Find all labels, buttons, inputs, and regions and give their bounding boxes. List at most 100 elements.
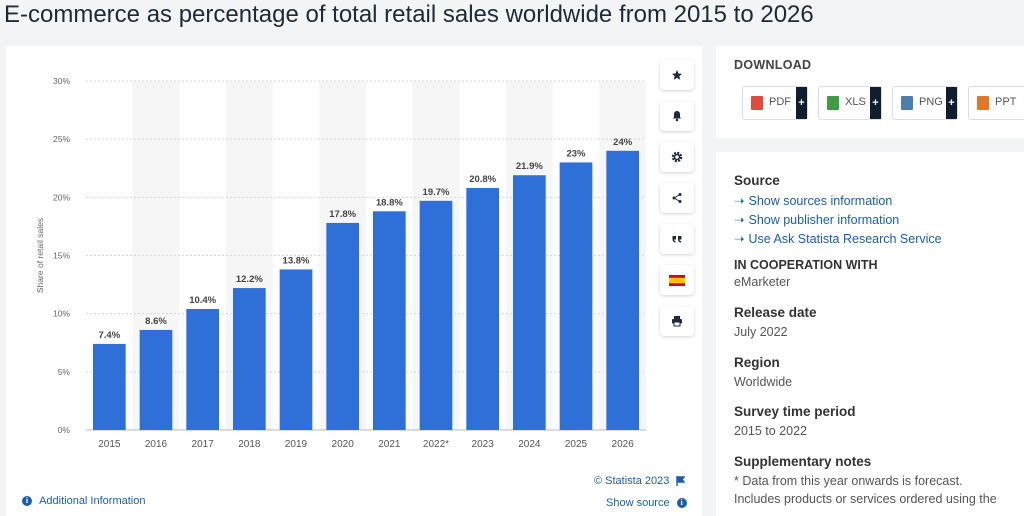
data-label: 20.8% [469, 174, 496, 185]
data-label: 19.7% [423, 187, 450, 198]
bar [93, 343, 126, 430]
print-icon [672, 316, 682, 327]
bar [513, 175, 546, 430]
bar [466, 188, 499, 430]
data-label: 18.8% [376, 197, 403, 208]
arrow-right-icon: ➝ [734, 232, 745, 246]
arrow-right-icon: ➝ [734, 194, 745, 208]
y-tick-label: 30% [53, 76, 70, 86]
cooperation-value: eMarketer [734, 275, 791, 289]
download-ppt-label: PPT [995, 96, 1017, 108]
favorite-button[interactable] [660, 60, 694, 90]
show-source-label: Show source [606, 497, 670, 509]
x-tick-label: 2017 [192, 439, 215, 450]
ppt-file-icon [977, 96, 989, 110]
x-tick-label: 2020 [332, 439, 355, 450]
y-axis-label: Share of retail sales [35, 218, 45, 293]
additional-information-label: Additional Information [39, 495, 146, 507]
release-date-value: July 2022 [734, 325, 788, 339]
source-heading: Source [734, 173, 780, 188]
share-icon [672, 193, 682, 203]
x-tick-label: 2018 [238, 439, 261, 450]
bar [559, 162, 593, 430]
data-label: 24% [613, 137, 633, 148]
statistic-info-panel: Source ➝ Show sources information ➝ Show p… [716, 152, 1024, 516]
chart-card: 0% 5% 10% 15% 20% 25% 30% Share of retail sales… [6, 46, 702, 516]
region-value: Worldwide [734, 375, 793, 389]
x-tick-label: 2019 [285, 439, 308, 450]
language-button[interactable] [660, 265, 694, 295]
x-tick-label: 2015 [98, 439, 121, 450]
y-tick-label: 15% [53, 251, 70, 261]
y-tick-label: 5% [58, 367, 71, 377]
show-publisher-label: Show publisher information [748, 213, 900, 227]
cooperation-heading: IN COOPERATION WITH [734, 258, 878, 272]
notification-button[interactable] [660, 101, 694, 131]
download-pdf-label: PDF [769, 96, 791, 108]
bar [186, 309, 219, 430]
bar [233, 288, 266, 430]
ask-statista-link[interactable]: ➝ Use Ask Statista Research Service [734, 231, 942, 246]
quote-icon [672, 236, 682, 243]
download-xls-button[interactable]: XLS + [818, 86, 882, 120]
star-icon [672, 70, 682, 80]
data-label: 8.6% [145, 316, 167, 327]
bar [326, 222, 359, 430]
supplementary-notes-line-1: * Data from this year onwards is forecas… [734, 474, 963, 488]
y-tick-label: 25% [53, 134, 70, 144]
x-tick-label: 2023 [472, 439, 495, 450]
additional-information-link[interactable]: i Additional Information [22, 495, 145, 507]
download-xls-label: XLS [845, 96, 866, 108]
copyright-label: © Statista 2023 [594, 475, 670, 487]
bar [139, 329, 173, 430]
cite-button[interactable] [660, 224, 694, 254]
statista-copyright-link[interactable]: © Statista 2023 [594, 475, 686, 487]
data-label: 21.9% [516, 161, 543, 172]
flag-icon [676, 476, 686, 487]
spain-flag-icon [669, 274, 685, 286]
show-sources-link[interactable]: ➝ Show sources information [734, 193, 892, 208]
xls-file-icon [827, 96, 839, 110]
x-tick-label: 2021 [378, 439, 401, 450]
bar [373, 211, 406, 430]
data-label: 10.4% [189, 295, 216, 306]
share-button[interactable] [660, 183, 694, 213]
data-label: 23% [566, 148, 586, 159]
release-date-heading: Release date [734, 305, 817, 320]
download-png-plus: + [946, 87, 957, 119]
png-file-icon [901, 96, 913, 110]
x-tick-label: 2024 [518, 439, 541, 450]
y-tick-label: 20% [53, 192, 70, 202]
download-title: DOWNLOAD [734, 58, 812, 72]
x-tick-label: 2026 [612, 439, 635, 450]
bar [279, 269, 313, 430]
bar [606, 150, 639, 431]
bar-chart: 0% 5% 10% 15% 20% 25% 30% Share of retail sales… [35, 76, 646, 450]
show-sources-label: Show sources information [748, 194, 893, 208]
survey-period-heading: Survey time period [734, 404, 856, 419]
survey-period-value: 2015 to 2022 [734, 424, 807, 438]
data-label: 12.2% [236, 274, 263, 285]
download-pdf-plus: + [796, 87, 807, 119]
y-tick-label: 10% [53, 309, 70, 319]
show-source-link[interactable]: Show source i [606, 497, 687, 509]
print-button[interactable] [660, 306, 694, 336]
bell-icon [673, 111, 681, 122]
download-ppt-button[interactable]: PPT [968, 86, 1024, 120]
x-tick-label: 2016 [145, 439, 168, 450]
supplementary-notes-heading: Supplementary notes [734, 454, 872, 469]
data-label: 17.8% [329, 209, 356, 220]
download-png-button[interactable]: PNG + [892, 86, 958, 120]
data-label: 13.8% [283, 255, 310, 266]
data-label: 7.4% [99, 330, 121, 341]
download-panel: DOWNLOAD PDF + XLS + PNG + PPT [716, 46, 1024, 138]
download-pdf-button[interactable]: PDF + [742, 86, 808, 120]
settings-button[interactable] [660, 142, 694, 172]
show-publisher-link[interactable]: ➝ Show publisher information [734, 212, 899, 227]
download-xls-plus: + [870, 87, 881, 119]
download-png-label: PNG [919, 96, 943, 108]
info-icon: i [676, 498, 687, 509]
gear-icon [671, 151, 683, 163]
page-title: E-commerce as percentage of total retail… [4, 1, 814, 28]
x-tick-label: 2022* [423, 439, 449, 450]
